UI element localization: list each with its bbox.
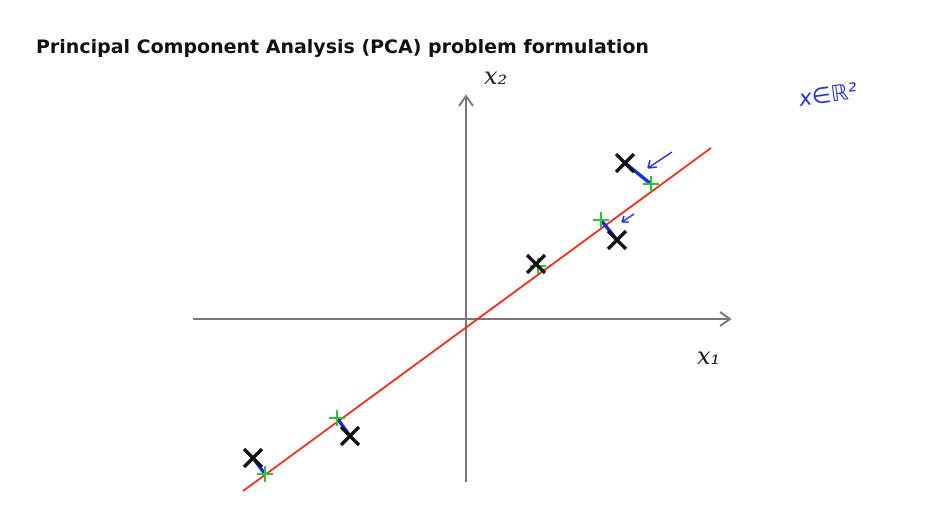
slide-title: Principal Component Analysis (PCA) probl… (36, 36, 649, 58)
projection (329, 410, 345, 426)
principal-line (242, 147, 712, 492)
annotation: x∈ℝ² (796, 79, 859, 112)
point (525, 253, 547, 275)
y-arrow (458, 94, 474, 107)
point (339, 425, 361, 447)
point (242, 447, 264, 469)
point (614, 152, 636, 174)
projection (257, 466, 273, 482)
hand-arrow (621, 213, 635, 223)
x-arrow (719, 311, 732, 327)
projection (593, 212, 609, 228)
projection (643, 176, 659, 192)
axes (193, 94, 732, 482)
point (606, 229, 628, 251)
y-axis-label: x₂ (484, 62, 507, 90)
data-points (242, 152, 636, 469)
hand-arrow (647, 151, 673, 169)
x-axis-label: x₁ (697, 342, 720, 370)
hand-arrows (621, 151, 673, 223)
